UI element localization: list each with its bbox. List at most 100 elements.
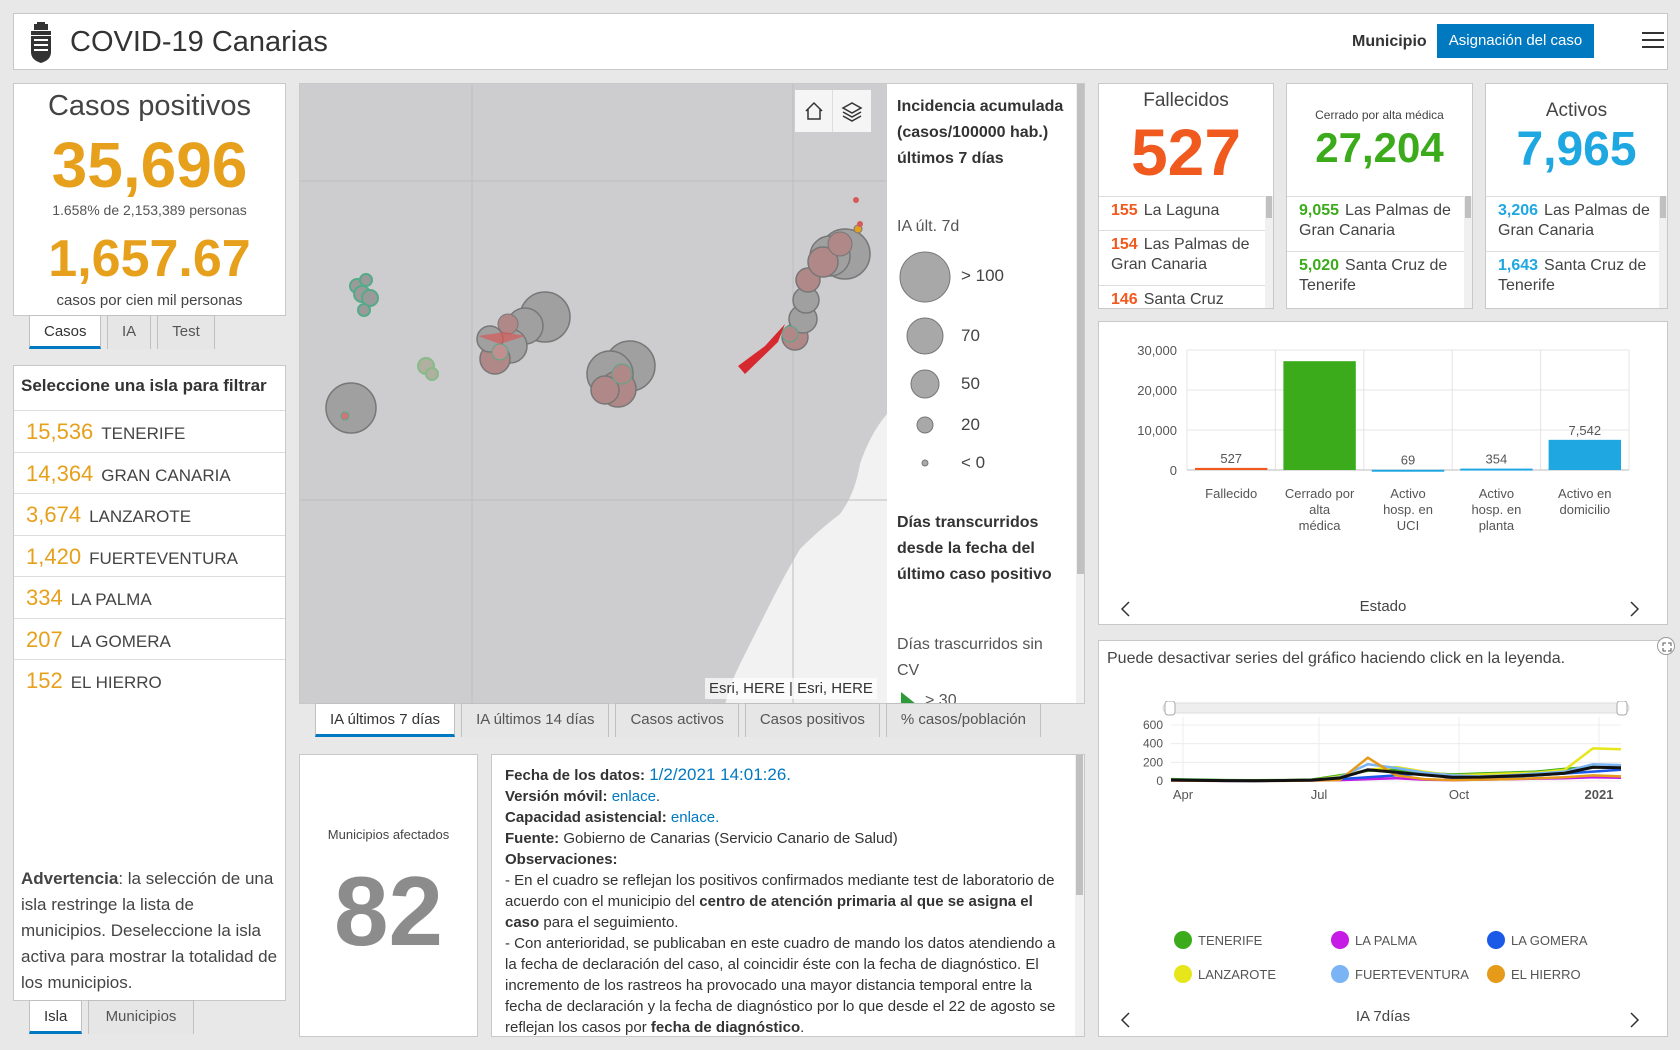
isla-item-la-palma[interactable]: 334 LA PALMA [14, 576, 285, 617]
ia-chart-panel: Puede desactivar series del gráfico haci… [1098, 637, 1675, 1037]
ia-ytick-label: 400 [1143, 737, 1163, 751]
isla-item-lanzarote[interactable]: 3,674 LANZAROTE [14, 493, 285, 534]
ia-legend-item-el-hierro[interactable]: EL HIERRO [1487, 965, 1581, 983]
municipio-toggle[interactable]: Municipio [1352, 33, 1427, 50]
tab-pct-poblacion[interactable]: % casos/población [885, 703, 1041, 737]
ia-legend-item-fuerteventura[interactable]: FUERTEVENTURA [1331, 965, 1469, 983]
estado-bar[interactable] [1371, 469, 1445, 472]
movil-link[interactable]: enlace [611, 788, 656, 805]
cerrados-row-value: 5,020 [1299, 257, 1340, 274]
ia-slider-handle-right[interactable] [1616, 701, 1628, 716]
estado-prev-button[interactable] [1119, 600, 1133, 618]
activos-row[interactable]: 3,206 Las Palmas de Gran Canaria [1486, 196, 1659, 245]
fallecidos-scroll-thumb[interactable] [1266, 196, 1272, 218]
legend-subtitle: IA últ. 7d [897, 218, 960, 235]
capacidad-link[interactable]: enlace. [670, 809, 720, 826]
app-title: COVID-19 Canarias [70, 26, 328, 58]
ia-slider-handle-left[interactable] [1164, 701, 1176, 716]
ia-prev-button[interactable] [1119, 1011, 1133, 1029]
fallecidos-row[interactable]: 155 La Laguna [1099, 196, 1265, 225]
legend-label: LA GOMERA [1511, 932, 1588, 948]
legend-dot [1487, 931, 1505, 949]
ia-legend-item-tenerife[interactable]: TENERIFE [1174, 931, 1262, 949]
estado-next-button[interactable] [1627, 600, 1641, 618]
estado-bar-value-label: 354 [1486, 452, 1508, 467]
legend-dot [1331, 965, 1349, 983]
warning-label: Advertencia [21, 869, 119, 888]
estado-category-label: médica [1299, 518, 1342, 533]
isla-item-gran-canaria[interactable]: 14,364 GRAN CANARIA [14, 451, 285, 493]
cerrados-row-value: 9,055 [1299, 202, 1340, 219]
fallecidos-row-value: 155 [1111, 202, 1138, 219]
expand-button[interactable] [1657, 637, 1675, 655]
cerrados-list: 9,055 Las Palmas de Gran Canaria 5,020 Sant… [1287, 196, 1464, 308]
estado-category-label: Fallecido [1205, 486, 1257, 501]
estado-bar[interactable] [1460, 468, 1533, 471]
estado-category-label: Cerrado por [1285, 486, 1355, 501]
tab-casos-positivos[interactable]: Casos positivos [744, 703, 880, 737]
fallecidos-scrollbar[interactable] [1265, 196, 1273, 308]
ia-legend-item-la-palma[interactable]: LA PALMA [1331, 931, 1417, 949]
isla-name: FUERTEVENTURA [89, 548, 238, 568]
map-home-button[interactable] [795, 90, 833, 132]
map-tabs: IA últimos 7 días IA últimos 14 días Cas… [315, 703, 1047, 737]
fallecidos-row-name: La Laguna [1143, 202, 1220, 219]
isla-item-tenerife[interactable]: 15,536 TENERIFE [14, 410, 285, 451]
map-view[interactable] [300, 84, 887, 704]
tab-test[interactable]: Test [157, 315, 215, 349]
cerrados-scrollbar[interactable] [1464, 196, 1472, 308]
cerrados-row[interactable]: 9,055 Las Palmas de Gran Canaria [1287, 196, 1464, 245]
activos-row[interactable]: 1,643 Santa Cruz de Tenerife [1486, 251, 1659, 300]
layers-icon [841, 102, 863, 122]
activos-scroll-thumb[interactable] [1660, 196, 1666, 218]
fallecidos-value: 527 [1130, 115, 1242, 189]
cerrados-title: Cerrado por alta médica [1315, 108, 1444, 122]
estado-bar[interactable] [1283, 361, 1356, 470]
casos-positivos-title: Casos positivos [47, 90, 252, 122]
tab-ia-14-dias[interactable]: IA últimos 14 días [461, 703, 610, 737]
tab-casos[interactable]: Casos [29, 315, 101, 349]
estado-bar[interactable] [1548, 439, 1621, 470]
hamburger-menu-icon[interactable] [1642, 28, 1666, 52]
legend-item-20: 20 [961, 415, 980, 434]
isla-item-el-hierro[interactable]: 152 EL HIERRO [14, 659, 285, 700]
fallecidos-row[interactable]: 146 Santa Cruz [1099, 285, 1265, 308]
info-scroll-thumb[interactable] [1076, 755, 1083, 895]
obs-label: Observaciones: [505, 851, 618, 868]
movil-label: Versión móvil: [505, 788, 608, 805]
casos-positivos-pct: 1.658% de 2,153,389 personas [52, 202, 247, 218]
ia-next-button[interactable] [1627, 1011, 1641, 1029]
estado-category-label: Activo [1390, 486, 1425, 501]
ia-legend-item-lanzarote[interactable]: LANZAROTE [1174, 965, 1276, 983]
tab-ia[interactable]: IA [107, 315, 151, 349]
tab-isla[interactable]: Isla [29, 1000, 82, 1034]
map-layers-button[interactable] [833, 90, 871, 132]
legend2-triangle-icon [901, 692, 915, 703]
cerrados-scroll-thumb[interactable] [1465, 196, 1471, 218]
expand-icon [1662, 642, 1672, 652]
legend-dot [1331, 931, 1349, 949]
isla-tabs: Isla Municipios [29, 1000, 200, 1034]
tab-ia-7-dias[interactable]: IA últimos 7 días [315, 703, 456, 737]
isla-name: TENERIFE [101, 424, 186, 443]
ia-legend-item-la-gomera[interactable]: LA GOMERA [1487, 931, 1588, 949]
asignacion-caso-button[interactable]: Asignación del caso [1437, 24, 1594, 58]
ia-range-slider[interactable] [1162, 702, 1630, 714]
isla-item-la-gomera[interactable]: 207 LA GOMERA [14, 617, 285, 659]
fallecidos-row[interactable]: 154 Las Palmas de Gran Canaria [1099, 230, 1265, 279]
info-panel: Fecha de los datos: 1/2/2021 14:01:26. V… [491, 754, 1085, 1037]
estado-bar-chart: 0 10,000 20,000 30,000 527 Fallecido Cerrado p… [1137, 343, 1630, 533]
estado-category-label: planta [1479, 518, 1515, 533]
activos-row-value: 3,206 [1498, 202, 1539, 219]
cerrados-panel: Cerrado por alta médica 27,204 9,055 Las … [1286, 83, 1473, 309]
cerrados-row[interactable]: 5,020 Santa Cruz de Tenerife [1287, 251, 1464, 300]
isla-item-fuerteventura[interactable]: 1,420 FUERTEVENTURA [14, 534, 285, 576]
estado-bar[interactable] [1195, 467, 1268, 470]
info-scrollbar[interactable] [1075, 755, 1084, 1036]
ia-total-line [1170, 765, 1622, 783]
isla-count: 334 [26, 585, 63, 610]
tab-casos-activos[interactable]: Casos activos [615, 703, 739, 737]
tab-municipios[interactable]: Municipios [88, 1000, 194, 1034]
activos-scrollbar[interactable] [1659, 196, 1667, 308]
legend-scroll-thumb[interactable] [1077, 84, 1084, 574]
